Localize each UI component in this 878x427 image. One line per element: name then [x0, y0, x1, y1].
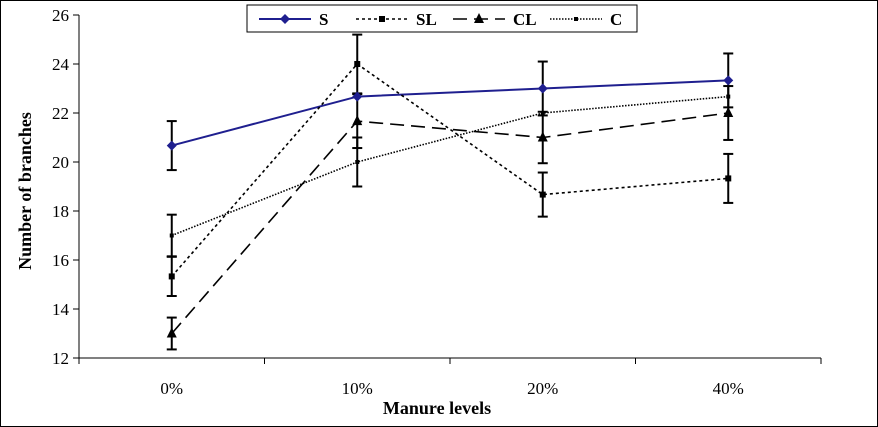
y-tick-label: 18 [52, 202, 69, 221]
data-point-c [726, 94, 731, 99]
error-bars [166, 33, 734, 351]
series-line-cl [171, 112, 729, 335]
data-point-sl [725, 175, 732, 182]
axes: 12 14 16 18 20 22 24 26 0% 10% 20% 40% [52, 6, 822, 398]
data-point-sl [354, 61, 361, 67]
y-axis-title: Number of branches [15, 112, 35, 270]
y-tick-label: 20 [52, 153, 69, 172]
data-point-c [169, 233, 174, 238]
legend-label-c: C [610, 10, 622, 29]
legend-marker-sl [379, 16, 385, 22]
legend-marker-cl [474, 13, 484, 23]
legend-marker-c [574, 17, 578, 21]
x-tick-label: 20% [527, 379, 558, 398]
legend-marker-s [280, 14, 290, 24]
series-lines [171, 62, 729, 335]
legend-label-cl: CL [513, 10, 537, 29]
data-point-c [540, 111, 545, 115]
y-tick-label: 24 [52, 55, 70, 74]
y-tick-label: 14 [52, 300, 70, 319]
data-point-cl [352, 115, 363, 126]
legend-label-s: S [319, 10, 328, 29]
y-tick-label: 22 [52, 104, 69, 123]
data-point-cl [166, 327, 177, 338]
x-tick-label: 0% [160, 379, 183, 398]
y-tick-label: 12 [52, 349, 69, 368]
series-markers [166, 61, 734, 338]
data-point-sl [539, 191, 546, 198]
legend-label-sl: SL [416, 10, 437, 29]
data-point-s [166, 140, 177, 151]
x-tick-label: 40% [713, 379, 744, 398]
data-point-c [355, 160, 360, 164]
series-line-c [171, 95, 729, 237]
y-tick-label: 16 [52, 251, 69, 270]
x-axis-title: Manure levels [383, 398, 491, 418]
data-point-s [352, 91, 363, 102]
data-point-cl [537, 131, 548, 142]
x-tick-label: 10% [342, 379, 373, 398]
data-point-s [723, 75, 734, 86]
data-point-cl [723, 107, 734, 117]
series-line-s [171, 79, 729, 147]
legend: S SL CL C [246, 4, 638, 33]
series-line-sl [171, 62, 729, 277]
data-point-s [537, 83, 548, 94]
y-tick-label: 26 [52, 6, 69, 25]
data-point-sl [168, 273, 175, 280]
